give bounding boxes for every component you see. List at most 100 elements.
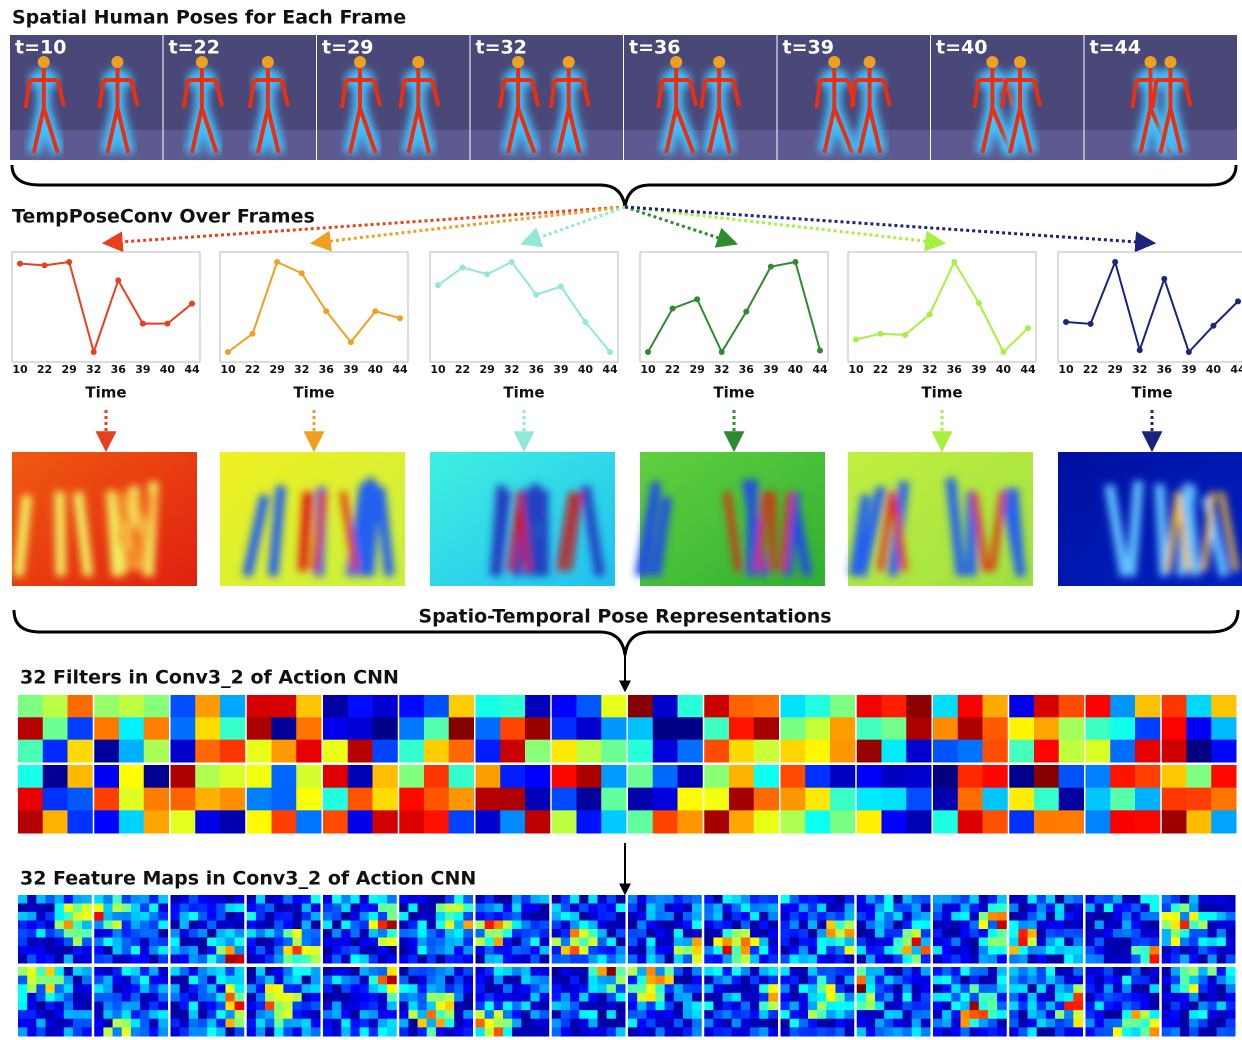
filter — [247, 765, 322, 834]
filter-cell — [882, 810, 907, 833]
feature-cell — [302, 912, 312, 921]
feature-cell — [265, 967, 275, 976]
feature-cell — [570, 921, 580, 930]
filter-cell — [373, 810, 398, 833]
feature-cell — [198, 1010, 208, 1019]
feature-cell — [140, 967, 150, 976]
feature-cell — [1226, 967, 1236, 976]
filter-cell — [195, 788, 220, 811]
filter-cell — [601, 740, 626, 763]
feature-cell — [942, 946, 952, 955]
feature-cell — [942, 895, 952, 904]
filter-cell — [348, 717, 373, 740]
feature-cell — [73, 1019, 83, 1028]
feature-cell — [884, 1002, 894, 1011]
feature-cell — [369, 938, 379, 947]
feature-cell — [1046, 955, 1056, 964]
feature-cell — [960, 895, 970, 904]
feature-cell — [759, 895, 769, 904]
filter-cell — [323, 695, 348, 718]
feature-cell — [674, 955, 684, 964]
feature-cell — [1018, 1027, 1028, 1036]
feature-cell — [225, 1027, 235, 1036]
feature-cell — [445, 1002, 455, 1011]
feature-cell — [683, 895, 693, 904]
feature-cell — [247, 967, 257, 976]
filter-cell — [653, 695, 678, 718]
filter-cell — [552, 717, 577, 740]
pose-heatmap — [220, 452, 405, 586]
feature-cell — [378, 955, 388, 964]
feature-map — [628, 895, 702, 964]
feature-cell — [247, 993, 257, 1002]
point — [274, 259, 280, 265]
feature-cell — [158, 1002, 168, 1011]
feature-cell — [1208, 912, 1218, 921]
feature-cell — [378, 1027, 388, 1036]
feature-cell — [82, 938, 92, 947]
feature-cell — [131, 955, 141, 964]
feature-cell — [768, 984, 778, 993]
feature-cell — [149, 1002, 159, 1011]
feature-cell — [1018, 955, 1028, 964]
feature-cell — [1180, 895, 1190, 904]
feature-cell — [1009, 938, 1019, 947]
filter-cell — [449, 765, 474, 788]
feature-cell — [436, 1002, 446, 1011]
feature-cell — [274, 984, 284, 993]
filter-cell — [1110, 717, 1135, 740]
filter-cell — [1135, 717, 1160, 740]
feature-cell — [131, 967, 141, 976]
feature-cell — [655, 1010, 665, 1019]
filter — [247, 695, 322, 763]
plot-frame — [848, 252, 1036, 362]
feature-cell — [235, 895, 245, 904]
feature-cell — [1162, 938, 1172, 947]
filter-cell — [424, 695, 449, 718]
feature-cell — [64, 1027, 74, 1036]
feature-cell — [94, 912, 104, 921]
feature-cell — [1131, 967, 1141, 976]
filter-cell — [577, 788, 602, 811]
pose-frame: t=10 — [10, 35, 163, 160]
feature-cell — [1131, 1010, 1141, 1019]
heatmap-bg — [12, 452, 197, 586]
plot-frame — [220, 252, 408, 362]
feature-cell — [979, 976, 989, 985]
feature-cell — [1095, 912, 1105, 921]
feature-cell — [1064, 895, 1074, 904]
feature-cell — [1009, 912, 1019, 921]
feature-cell — [378, 967, 388, 976]
feature-cell — [302, 1002, 312, 1011]
feature-cell — [1113, 1010, 1123, 1019]
feature-cell — [235, 955, 245, 964]
filter — [171, 695, 246, 763]
feature-cell — [817, 946, 827, 955]
feature-cell — [808, 955, 818, 964]
feature-cell — [18, 929, 28, 938]
feature-cell — [82, 976, 92, 985]
feature-cell — [265, 912, 275, 921]
feature-cell — [1131, 938, 1141, 947]
feature-cell — [552, 938, 562, 947]
feature-cell — [588, 967, 598, 976]
feature-cell — [723, 967, 733, 976]
feature-cell — [1198, 984, 1208, 993]
filter-cell — [628, 695, 653, 718]
feature-cell — [427, 967, 437, 976]
feature-cell — [378, 912, 388, 921]
filter-cell — [94, 740, 119, 763]
feature-cell — [485, 1027, 495, 1036]
feature-cell — [64, 921, 74, 930]
filter-cell — [272, 788, 297, 811]
feature-cell — [427, 955, 437, 964]
feature-cell — [530, 912, 540, 921]
feature-cell — [1217, 1027, 1227, 1036]
filter — [476, 695, 551, 763]
feature-cell — [835, 1002, 845, 1011]
feature-cell — [540, 904, 550, 913]
feature-cell — [274, 895, 284, 904]
feature-cell — [692, 904, 702, 913]
filter-cell — [754, 740, 779, 763]
feature-cell — [1131, 1027, 1141, 1036]
